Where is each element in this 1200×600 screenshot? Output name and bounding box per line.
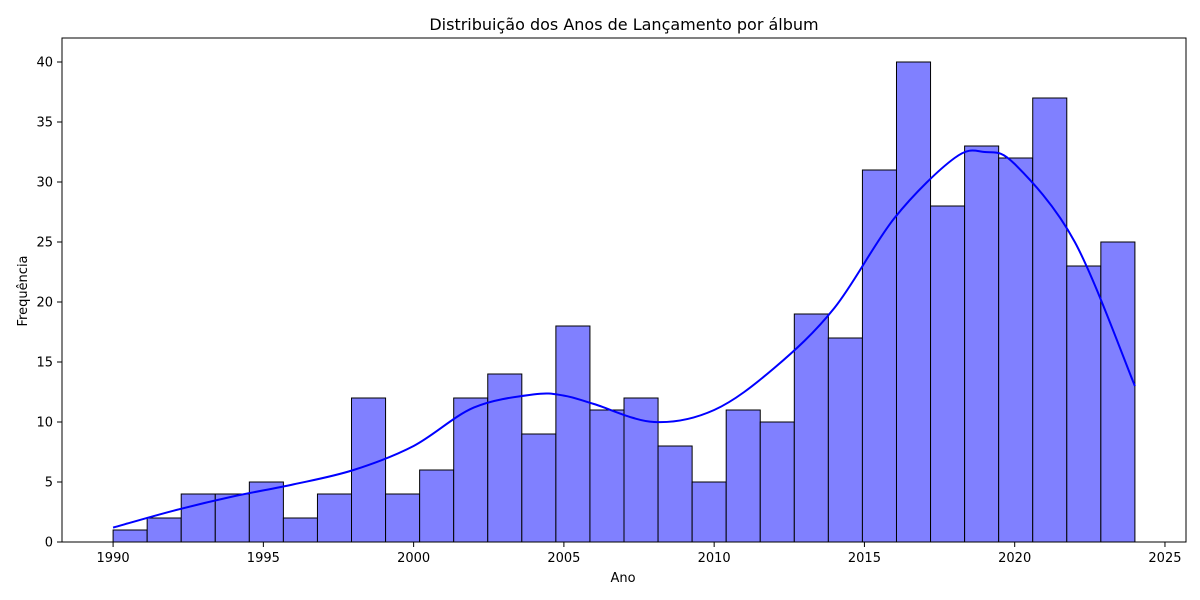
y-tick-label: 35 [36, 116, 53, 131]
x-tick-label: 1995 [247, 551, 280, 566]
x-tick-label: 2025 [1148, 551, 1181, 566]
x-tick-label: 1990 [97, 551, 130, 566]
histogram-bar-8 [351, 397, 387, 543]
histogram-bars [112, 61, 1136, 543]
histogram-bar-30 [1100, 241, 1136, 543]
x-tick-label: 2015 [848, 551, 881, 566]
histogram-bar-2 [146, 517, 182, 543]
x-axis-label: Ano [610, 571, 635, 586]
histogram-bar-17 [657, 445, 693, 543]
histogram-bar-6 [282, 517, 318, 543]
y-tick-label: 10 [36, 416, 53, 431]
histogram-bar-1 [112, 529, 148, 543]
y-tick-label: 0 [45, 536, 53, 551]
histogram-bar-23 [861, 169, 897, 543]
histogram-bar-28 [1032, 97, 1068, 543]
plot-frame [61, 37, 1187, 543]
histogram-bar-29 [1066, 265, 1102, 543]
y-tick-label: 15 [36, 356, 53, 371]
histogram-bar-15 [589, 409, 625, 543]
kde-curve [112, 149, 1136, 529]
histogram-bar-19 [725, 409, 761, 543]
chart-title: Distribuição dos Anos de Lançamento por … [429, 15, 818, 34]
x-tick-label: 2005 [547, 551, 580, 566]
histogram-bar-10 [419, 469, 455, 543]
histogram-bar-22 [827, 337, 863, 543]
histogram-bar-14 [555, 325, 591, 543]
histogram-bar-24 [895, 61, 932, 543]
histogram-bar-9 [385, 493, 421, 543]
y-axis-ticks: 0 5 10 15 20 25 30 35 40 [36, 56, 62, 551]
histogram-bar-7 [316, 493, 353, 543]
x-tick-label: 2020 [998, 551, 1031, 566]
histogram-bar-5 [248, 481, 284, 543]
y-tick-label: 30 [36, 176, 53, 191]
x-tick-label: 2010 [698, 551, 731, 566]
histogram-bar-20 [759, 421, 795, 543]
y-tick-label: 5 [45, 476, 53, 491]
x-tick-label: 2000 [397, 551, 430, 566]
y-tick-label: 40 [36, 56, 53, 71]
x-axis-ticks: 1990 1995 2000 2005 2010 2015 2020 2025 [97, 542, 1182, 566]
histogram-bar-11 [453, 397, 489, 543]
histogram-bar-25 [930, 205, 966, 543]
histogram-bar-18 [691, 481, 727, 543]
histogram-bar-26 [964, 145, 1000, 543]
histogram-bar-21 [793, 313, 829, 543]
y-axis-label: Frequência [16, 255, 31, 326]
histogram-bar-27 [998, 157, 1034, 543]
y-tick-label: 25 [36, 236, 53, 251]
histogram-bar-13 [521, 433, 557, 543]
histogram-bar-4 [214, 493, 250, 543]
y-tick-label: 20 [36, 296, 53, 311]
